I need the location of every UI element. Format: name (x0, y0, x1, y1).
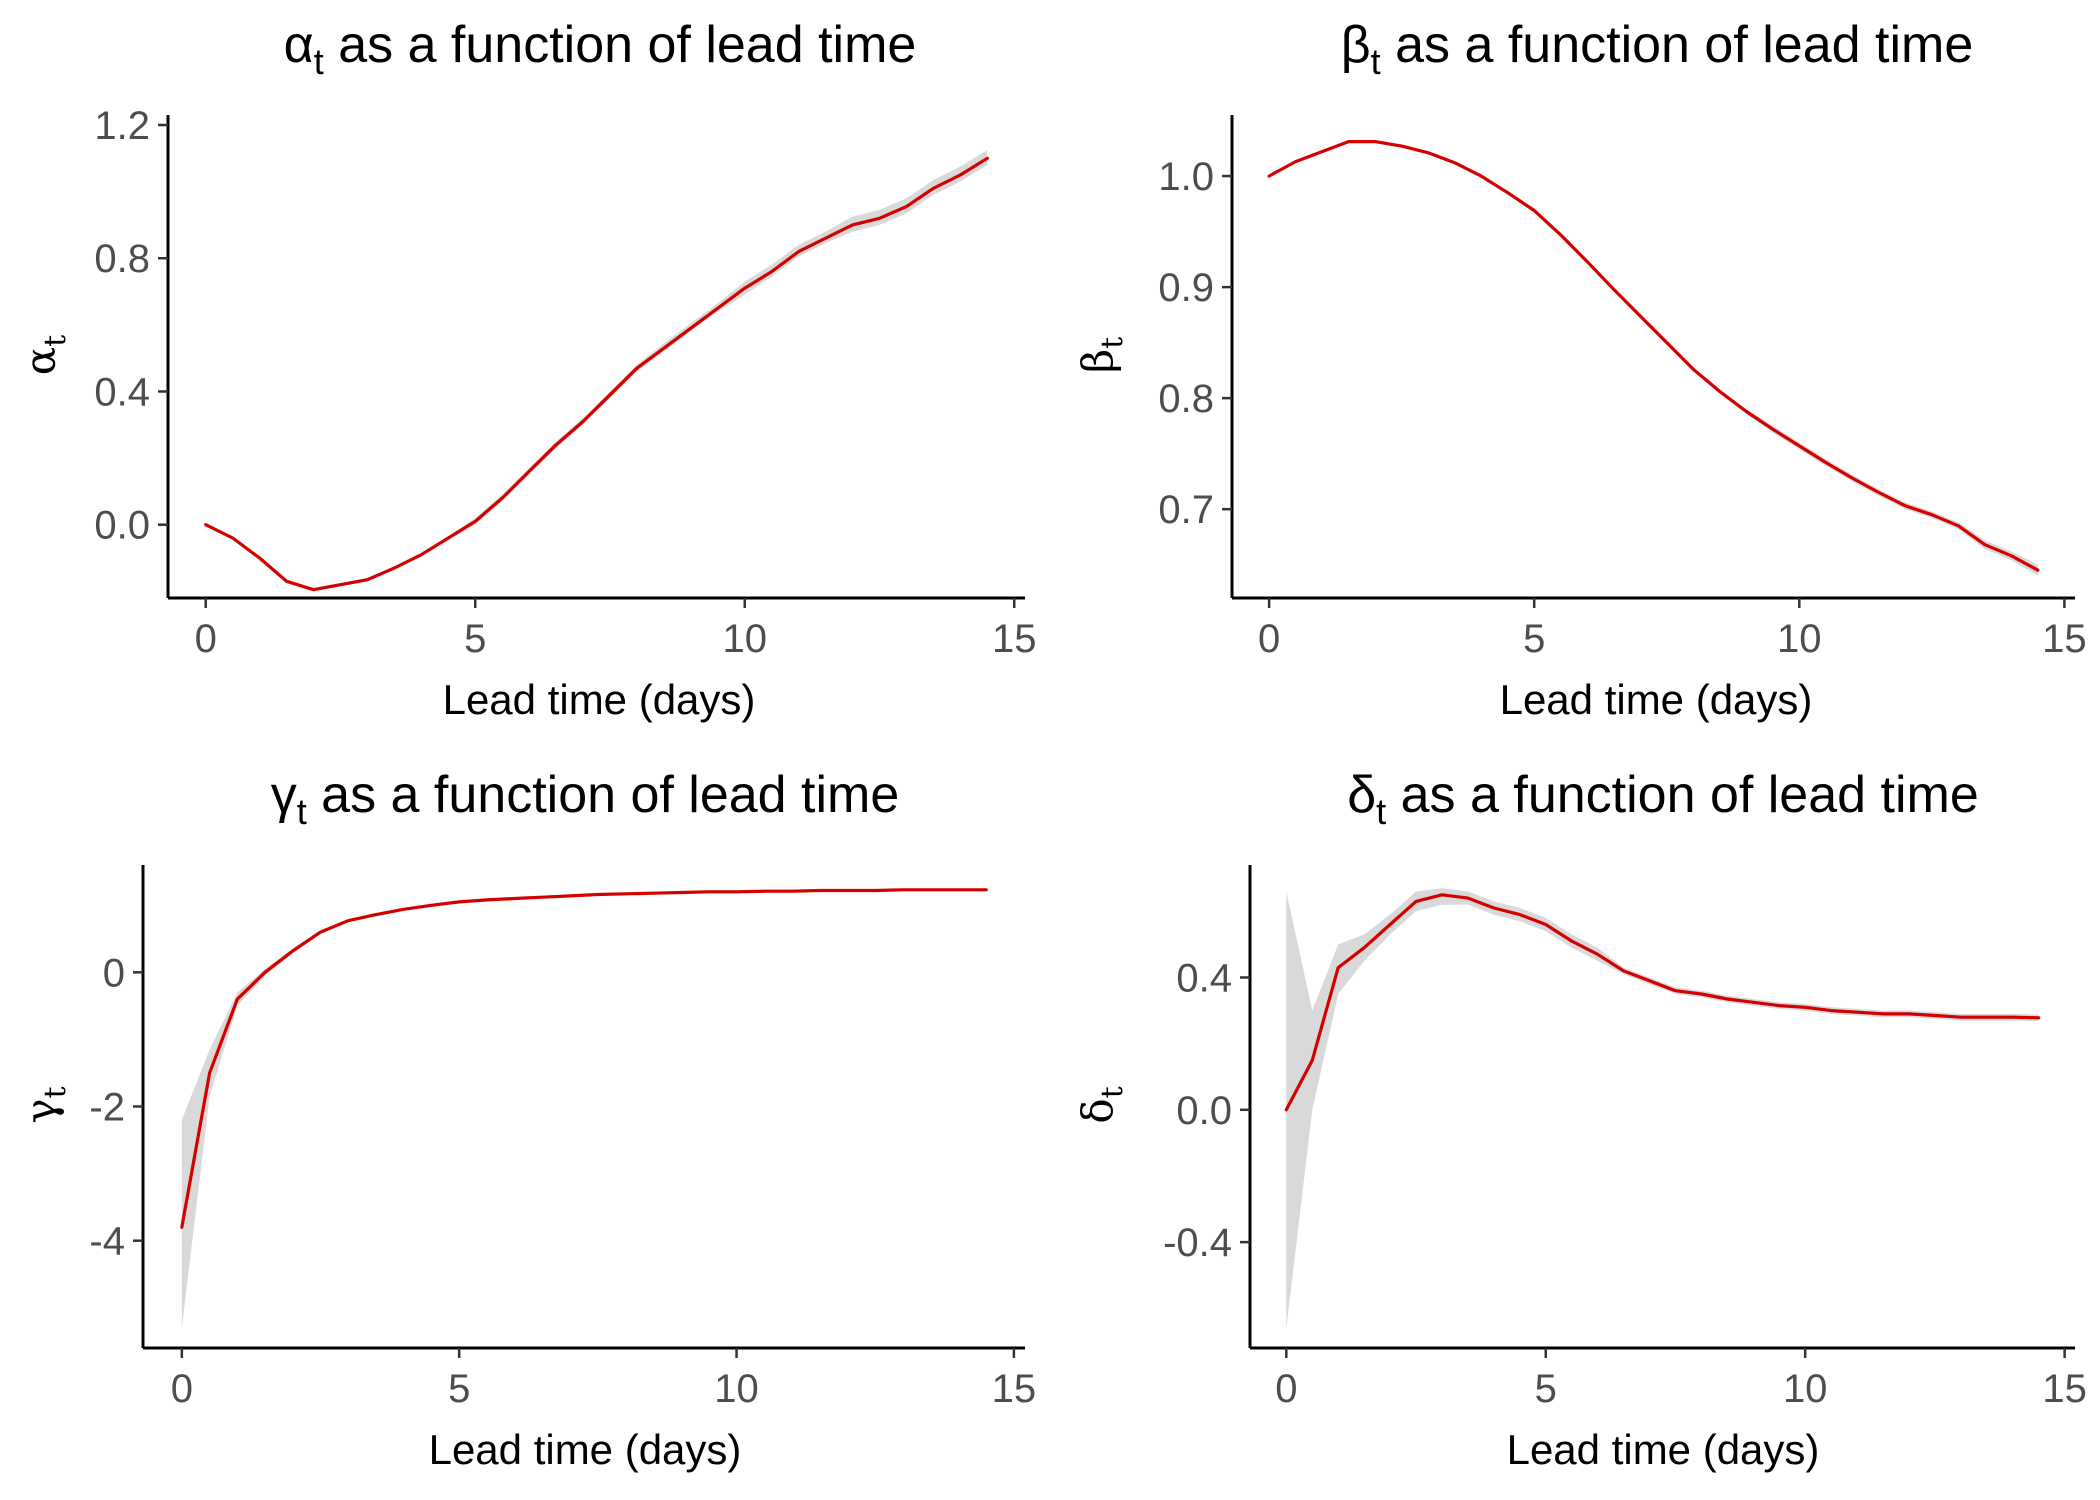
plot-panel-1: 0 5 10 15 0.0 0.4 0.8 1.2 (94, 104, 1036, 661)
panel-title: βt as a function of lead time (1341, 16, 1974, 82)
x-axis-title: Lead time (days) (1507, 1426, 1820, 1473)
x-tick-label: 5 (464, 617, 486, 661)
series-line (180, 888, 988, 1229)
x-tick-label: 0 (171, 1367, 193, 1411)
panel-alpha: αt as a function of lead time αt Lead ti… (16, 16, 916, 723)
panel-gamma: γt as a function of lead time γt Lead ti… (16, 766, 899, 1473)
plot-panel-3: 0 5 10 15 -4 -2 0 (89, 865, 1036, 1411)
y-tick-label: 0.4 (94, 370, 150, 414)
x-tick-label: 5 (1523, 617, 1545, 661)
x-tick-label: 15 (992, 1367, 1037, 1411)
y-axis-title: γt (16, 1086, 73, 1123)
svg-text:βt: βt (1073, 337, 1130, 373)
panel-title: αt as a function of lead time (284, 16, 917, 82)
panel-beta: βt as a function of lead time βt Lead ti… (1073, 16, 1973, 723)
y-tick-label: 1.0 (1158, 155, 1214, 199)
plot-areas: 0 5 10 15 0.0 0.4 0.8 1.2 0 5 10 15 0.7 0.8 0.9 1.0 0 5 10… (89, 104, 2086, 1411)
plot-panel-4: 0 5 10 15 -0.4 0.0 0.4 (1163, 865, 2087, 1411)
x-tick-label: 15 (2042, 617, 2087, 661)
confidence-band (205, 150, 988, 592)
y-axis-title: δt (1073, 1086, 1130, 1123)
y-tick-label: 0.0 (94, 504, 150, 548)
y-tick-label: -2 (89, 1086, 125, 1130)
panel-delta: δt as a function of lead time δt Lead ti… (1073, 766, 1979, 1473)
x-tick-label: 10 (722, 617, 767, 661)
y-tick-label: 0.8 (94, 237, 150, 281)
x-tick-label: 10 (1783, 1367, 1828, 1411)
y-tick-label: -4 (89, 1220, 125, 1264)
x-tick-label: 0 (195, 617, 217, 661)
y-tick-label: 0 (103, 951, 125, 995)
x-tick-label: 15 (992, 617, 1037, 661)
panel-title: δt as a function of lead time (1347, 766, 1979, 832)
series-line (204, 156, 989, 592)
confidence-band (181, 888, 987, 1328)
x-axis-title: Lead time (days) (429, 1426, 742, 1473)
y-tick-label: 0.0 (1176, 1089, 1232, 1133)
x-tick-label: 5 (448, 1367, 470, 1411)
x-tick-label: 0 (1275, 1367, 1297, 1411)
y-tick-label: 0.9 (1158, 266, 1214, 310)
svg-text:γt: γt (16, 1086, 73, 1123)
y-tick-label: 0.8 (1158, 377, 1214, 421)
plot-panel-2: 0 5 10 15 0.7 0.8 0.9 1.0 (1158, 115, 2087, 661)
panel-title: γt as a function of lead time (271, 766, 900, 832)
y-tick-label: -0.4 (1163, 1221, 1232, 1265)
x-tick-label: 10 (1777, 617, 1822, 661)
x-axis-title: Lead time (days) (1500, 676, 1813, 723)
y-axis-title: βt (1073, 337, 1130, 373)
x-tick-label: 5 (1535, 1367, 1557, 1411)
svg-text:αt: αt (16, 335, 73, 375)
x-tick-label: 15 (2042, 1367, 2087, 1411)
x-tick-label: 10 (714, 1367, 759, 1411)
x-tick-label: 0 (1258, 617, 1280, 661)
y-axis-title: αt (16, 335, 73, 375)
y-tick-label: 1.2 (94, 104, 150, 148)
y-tick-label: 0.4 (1176, 956, 1232, 1000)
y-tick-label: 0.7 (1158, 488, 1214, 532)
confidence-band (1286, 888, 2039, 1329)
svg-text:δt: δt (1073, 1086, 1130, 1123)
series-line (1284, 893, 2041, 1112)
series-line (1267, 140, 2040, 572)
x-axis-title: Lead time (days) (443, 676, 756, 723)
